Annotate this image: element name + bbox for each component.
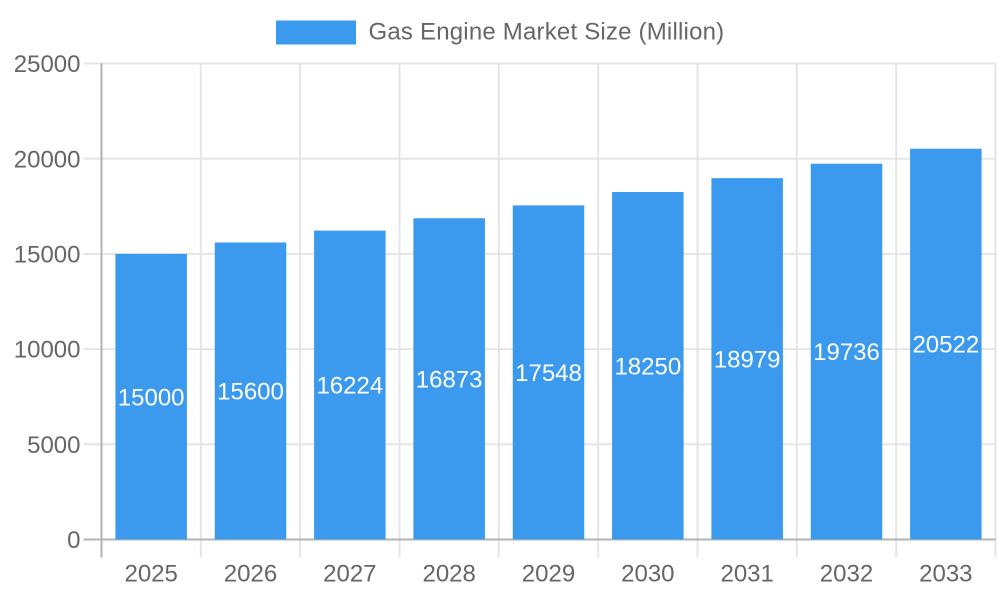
svg-text:15000: 15000 xyxy=(14,242,81,269)
svg-text:2025: 2025 xyxy=(124,561,177,588)
svg-text:25000: 25000 xyxy=(14,51,81,78)
svg-text:2028: 2028 xyxy=(422,561,475,588)
svg-text:2026: 2026 xyxy=(224,561,277,588)
svg-text:2033: 2033 xyxy=(919,561,972,588)
svg-text:5000: 5000 xyxy=(27,432,80,459)
svg-text:15000: 15000 xyxy=(118,384,185,411)
svg-text:18250: 18250 xyxy=(614,353,681,380)
svg-text:20000: 20000 xyxy=(14,146,81,173)
svg-text:2027: 2027 xyxy=(323,561,376,588)
svg-text:2030: 2030 xyxy=(621,561,674,588)
svg-text:2031: 2031 xyxy=(720,561,773,588)
svg-text:2029: 2029 xyxy=(522,561,575,588)
svg-text:2032: 2032 xyxy=(820,561,873,588)
svg-text:10000: 10000 xyxy=(14,337,81,364)
svg-text:19736: 19736 xyxy=(813,339,880,366)
svg-text:16873: 16873 xyxy=(416,366,483,393)
svg-text:15600: 15600 xyxy=(217,379,284,406)
svg-text:Gas Engine Market Size (Millio: Gas Engine Market Size (Million) xyxy=(369,19,725,46)
svg-text:16224: 16224 xyxy=(316,373,383,400)
svg-text:20522: 20522 xyxy=(912,332,979,359)
svg-text:0: 0 xyxy=(67,527,80,554)
svg-text:18979: 18979 xyxy=(714,346,781,373)
svg-text:17548: 17548 xyxy=(515,360,582,387)
